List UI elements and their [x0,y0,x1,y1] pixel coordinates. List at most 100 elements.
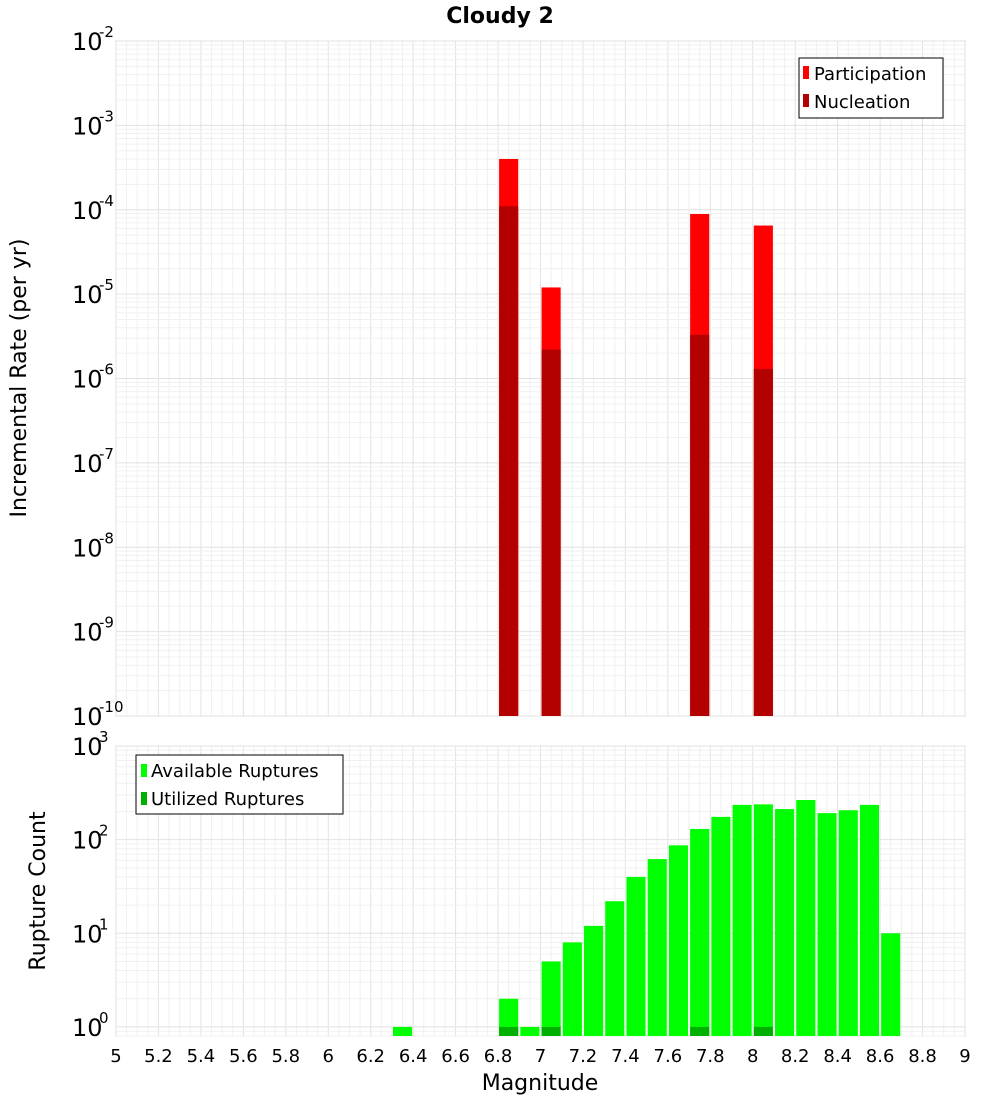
rate-grid [115,40,966,717]
count-y-tick-exponent: 3 [99,728,109,746]
x-tick-label: 5.6 [229,1046,258,1067]
count-legend-box [135,754,344,815]
rate-y-tick-label: 10 [72,366,103,394]
x-tick-label: 8.8 [908,1046,937,1067]
count-bar-available-ruptures [859,804,880,1036]
count-bar-available-ruptures [668,845,689,1036]
rate-legend: Participation Nucleation [798,57,944,119]
x-tick-label: 6.8 [484,1046,513,1067]
x-tick-label: 5.2 [144,1046,173,1067]
rate-bar-nucleation [753,368,773,716]
count-bar-available-ruptures [562,942,582,1036]
rate-y-tick-exponent: -5 [99,276,114,294]
rate-y-tick-exponent: -9 [99,614,114,632]
rate-panel: Cloudy 2 10-1010-910-810-710-610-510-410… [7,4,966,731]
nucleation-legend-swatch [803,94,809,107]
x-tick-label: 6.6 [441,1046,470,1067]
rate-bar-nucleation [541,349,561,716]
rate-y-tick-label: 10 [72,619,103,647]
rate-y-tick-label: 10 [72,703,103,731]
x-tick-label: 5.8 [271,1046,300,1067]
x-tick-label: 6 [323,1046,334,1067]
rate-y-tick-exponent: -8 [99,529,114,547]
rate-y-tick-label: 10 [72,28,103,56]
count-bar-utilized-ruptures [690,1026,710,1036]
count-bar-available-ruptures [711,816,731,1036]
x-tick-label: 8.6 [866,1046,895,1067]
count-bar-utilized-ruptures [753,1026,773,1036]
utilized-legend-swatch [141,792,147,805]
rate-y-tick-label: 10 [72,197,103,225]
count-bar-utilized-ruptures [499,1026,519,1036]
count-bar-available-ruptures [881,933,901,1036]
count-y-tick-label: 10 [72,733,103,761]
count-bars [392,800,901,1036]
rate-y-tick-label: 10 [72,534,103,562]
count-legend: Available Ruptures Utilized Ruptures [135,754,344,815]
participation-legend-swatch [803,66,809,79]
count-y-tick-exponent: 1 [99,915,109,933]
rate-y-tick-exponent: -2 [99,23,114,41]
rate-y-tick-exponent: -10 [99,698,124,716]
count-y-tick-exponent: 0 [99,1009,109,1027]
utilized-legend-label: Utilized Ruptures [151,789,304,810]
x-tick-label: 5 [110,1046,121,1067]
count-y-tick-label: 10 [72,920,103,948]
rate-y-tick-label: 10 [72,450,103,478]
x-tick-label: 7.6 [654,1046,683,1067]
x-tick-label: 7.8 [696,1046,725,1067]
count-y-axis-label: Rupture Count [26,811,51,971]
count-bar-available-ruptures [584,925,604,1036]
x-tick-label: 7.4 [611,1046,640,1067]
chart-title: Cloudy 2 [446,4,554,29]
rate-y-tick-label: 10 [72,281,103,309]
participation-legend-label: Participation [814,64,926,85]
x-tick-label: 8 [747,1046,758,1067]
x-tick-label: 7 [535,1046,546,1067]
rate-bars [499,158,773,717]
count-bar-available-ruptures [796,800,816,1036]
rate-bar-nucleation [499,206,519,716]
rate-y-axis-label: Incremental Rate (per yr) [7,239,32,518]
magnitude-x-ticks: 5 5.2 5.4 5.6 5.8 6 6.2 6.4 6.6 6.8 7 7.2 7.4 7.6 7.8 8… [110,1046,970,1067]
count-y-tick-label: 10 [72,827,103,855]
count-bar-available-ruptures [541,961,561,1036]
x-tick-label: 6.4 [399,1046,428,1067]
count-bar-available-ruptures [732,804,752,1036]
count-y-tick-label: 10 [72,1014,103,1042]
count-bar-available-ruptures [690,828,710,1036]
nucleation-legend-label: Nucleation [814,92,910,113]
count-bar-available-ruptures [647,859,667,1036]
available-legend-label: Available Ruptures [151,761,319,782]
x-tick-label: 6.2 [356,1046,385,1067]
rate-y-tick-label: 10 [72,112,103,140]
count-bar-available-ruptures [520,1026,540,1036]
count-y-tick-exponent: 2 [99,822,109,840]
x-tick-label: 7.2 [569,1046,598,1067]
x-tick-label: 5.4 [187,1046,216,1067]
rate-bar-nucleation [690,334,710,716]
count-bar-available-ruptures [392,1026,413,1036]
count-bar-available-ruptures [775,809,795,1036]
x-tick-label: 8.2 [781,1046,810,1067]
count-bar-available-ruptures [817,813,837,1036]
count-bar-available-ruptures [605,901,625,1036]
count-bar-available-ruptures [753,804,773,1036]
rate-y-tick-exponent: -4 [99,192,114,210]
available-legend-swatch [141,764,147,777]
count-bar-available-ruptures [626,876,646,1036]
count-bar-available-ruptures [499,998,519,1036]
count-bar-available-ruptures [838,810,858,1036]
rate-legend-box [798,57,944,119]
x-tick-label: 8.4 [823,1046,852,1067]
rate-y-tick-exponent: -6 [99,361,114,379]
rate-y-tick-exponent: -3 [99,107,114,125]
count-bar-utilized-ruptures [541,1026,561,1036]
rate-y-tick-exponent: -7 [99,445,114,463]
x-axis-label: Magnitude [482,1071,599,1096]
x-tick-label: 9 [959,1046,970,1067]
